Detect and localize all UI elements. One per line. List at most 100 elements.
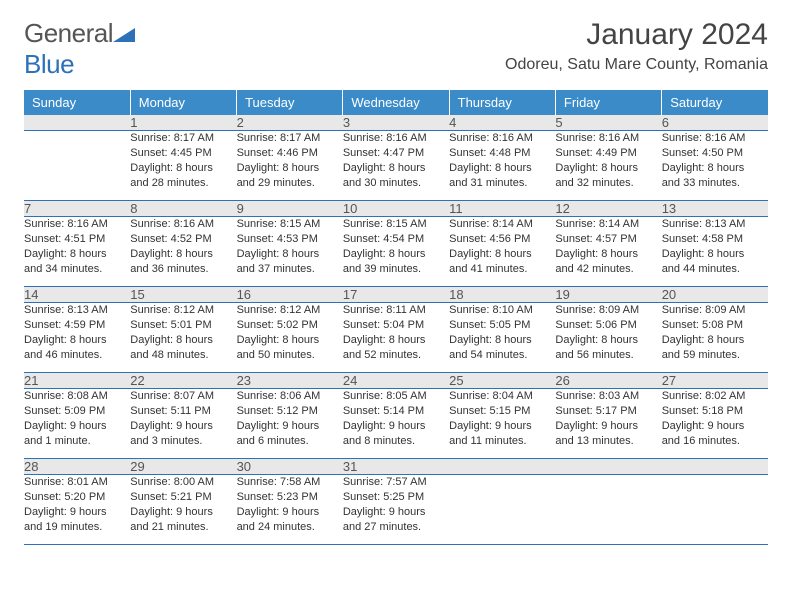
logo-text: General Blue	[24, 18, 135, 80]
day-daylight2: and 33 minutes.	[662, 176, 768, 191]
day-daylight1: Daylight: 8 hours	[662, 247, 768, 262]
day-sunrise: Sunrise: 8:16 AM	[662, 131, 768, 146]
day-number: 20	[662, 287, 768, 303]
day-number: 29	[130, 459, 236, 475]
day-cell: Sunrise: 8:14 AMSunset: 4:57 PMDaylight:…	[555, 217, 661, 287]
day-cell: Sunrise: 8:13 AMSunset: 4:59 PMDaylight:…	[24, 303, 130, 373]
day-number: 1	[130, 115, 236, 131]
day-sunrise: Sunrise: 8:00 AM	[130, 475, 236, 490]
day-cell: Sunrise: 8:16 AMSunset: 4:47 PMDaylight:…	[343, 131, 449, 201]
day-number: 19	[555, 287, 661, 303]
day-number: 8	[130, 201, 236, 217]
day-daylight1: Daylight: 9 hours	[449, 419, 555, 434]
day-sunset: Sunset: 5:20 PM	[24, 490, 130, 505]
day-daylight2: and 52 minutes.	[343, 348, 449, 363]
day-daylight2: and 50 minutes.	[237, 348, 343, 363]
header: General Blue January 2024 Odoreu, Satu M…	[24, 18, 768, 80]
title-block: January 2024 Odoreu, Satu Mare County, R…	[505, 18, 768, 74]
day-number: 30	[237, 459, 343, 475]
logo-text-b: Blue	[24, 49, 74, 79]
day-daylight2: and 24 minutes.	[237, 520, 343, 535]
day-daylight1: Daylight: 8 hours	[237, 247, 343, 262]
day-sunset: Sunset: 4:59 PM	[24, 318, 130, 333]
day-number	[449, 459, 555, 475]
day-daylight2: and 31 minutes.	[449, 176, 555, 191]
day-content-row: Sunrise: 8:01 AMSunset: 5:20 PMDaylight:…	[24, 475, 768, 545]
day-daylight1: Daylight: 8 hours	[662, 333, 768, 348]
day-cell: Sunrise: 8:12 AMSunset: 5:01 PMDaylight:…	[130, 303, 236, 373]
day-number: 15	[130, 287, 236, 303]
day-sunset: Sunset: 5:17 PM	[555, 404, 661, 419]
day-cell: Sunrise: 8:05 AMSunset: 5:14 PMDaylight:…	[343, 389, 449, 459]
day-cell: Sunrise: 7:58 AMSunset: 5:23 PMDaylight:…	[237, 475, 343, 545]
day-number: 6	[662, 115, 768, 131]
day-daylight1: Daylight: 9 hours	[130, 505, 236, 520]
day-daylight2: and 30 minutes.	[343, 176, 449, 191]
day-sunset: Sunset: 4:46 PM	[237, 146, 343, 161]
weekday-header: Thursday	[449, 90, 555, 115]
day-daylight1: Daylight: 9 hours	[237, 505, 343, 520]
day-cell: Sunrise: 8:17 AMSunset: 4:45 PMDaylight:…	[130, 131, 236, 201]
day-sunset: Sunset: 4:52 PM	[130, 232, 236, 247]
day-daylight2: and 32 minutes.	[555, 176, 661, 191]
page-title: January 2024	[505, 18, 768, 52]
day-sunset: Sunset: 5:25 PM	[343, 490, 449, 505]
day-cell: Sunrise: 8:07 AMSunset: 5:11 PMDaylight:…	[130, 389, 236, 459]
day-content-row: Sunrise: 8:08 AMSunset: 5:09 PMDaylight:…	[24, 389, 768, 459]
day-sunset: Sunset: 5:08 PM	[662, 318, 768, 333]
day-daylight2: and 37 minutes.	[237, 262, 343, 277]
day-sunrise: Sunrise: 8:16 AM	[449, 131, 555, 146]
day-daylight1: Daylight: 9 hours	[24, 505, 130, 520]
day-daylight1: Daylight: 8 hours	[449, 247, 555, 262]
day-sunrise: Sunrise: 8:02 AM	[662, 389, 768, 404]
day-sunrise: Sunrise: 8:09 AM	[662, 303, 768, 318]
day-number-row: 21222324252627	[24, 373, 768, 389]
day-number: 23	[237, 373, 343, 389]
day-sunset: Sunset: 4:57 PM	[555, 232, 661, 247]
day-cell: Sunrise: 8:15 AMSunset: 4:53 PMDaylight:…	[237, 217, 343, 287]
day-sunset: Sunset: 4:51 PM	[24, 232, 130, 247]
day-number: 4	[449, 115, 555, 131]
day-cell: Sunrise: 8:01 AMSunset: 5:20 PMDaylight:…	[24, 475, 130, 545]
day-sunrise: Sunrise: 8:04 AM	[449, 389, 555, 404]
day-daylight2: and 21 minutes.	[130, 520, 236, 535]
day-sunrise: Sunrise: 8:17 AM	[237, 131, 343, 146]
day-daylight1: Daylight: 9 hours	[343, 505, 449, 520]
day-cell: Sunrise: 8:08 AMSunset: 5:09 PMDaylight:…	[24, 389, 130, 459]
day-daylight2: and 48 minutes.	[130, 348, 236, 363]
day-number: 13	[662, 201, 768, 217]
day-number-row: 78910111213	[24, 201, 768, 217]
day-daylight1: Daylight: 8 hours	[24, 247, 130, 262]
day-daylight2: and 34 minutes.	[24, 262, 130, 277]
day-daylight1: Daylight: 8 hours	[130, 161, 236, 176]
day-sunrise: Sunrise: 8:17 AM	[130, 131, 236, 146]
day-daylight2: and 19 minutes.	[24, 520, 130, 535]
day-daylight2: and 59 minutes.	[662, 348, 768, 363]
day-cell: Sunrise: 8:16 AMSunset: 4:48 PMDaylight:…	[449, 131, 555, 201]
day-number: 21	[24, 373, 130, 389]
weekday-header: Saturday	[662, 90, 768, 115]
day-number	[662, 459, 768, 475]
day-number: 11	[449, 201, 555, 217]
day-daylight2: and 36 minutes.	[130, 262, 236, 277]
day-sunrise: Sunrise: 8:05 AM	[343, 389, 449, 404]
day-cell: Sunrise: 8:14 AMSunset: 4:56 PMDaylight:…	[449, 217, 555, 287]
location: Odoreu, Satu Mare County, Romania	[505, 56, 768, 74]
day-daylight1: Daylight: 8 hours	[555, 247, 661, 262]
day-sunset: Sunset: 5:05 PM	[449, 318, 555, 333]
day-sunrise: Sunrise: 8:12 AM	[237, 303, 343, 318]
day-cell: Sunrise: 8:02 AMSunset: 5:18 PMDaylight:…	[662, 389, 768, 459]
day-daylight2: and 11 minutes.	[449, 434, 555, 449]
day-cell: Sunrise: 8:00 AMSunset: 5:21 PMDaylight:…	[130, 475, 236, 545]
day-sunset: Sunset: 5:15 PM	[449, 404, 555, 419]
day-daylight1: Daylight: 8 hours	[662, 161, 768, 176]
day-cell	[449, 475, 555, 545]
day-sunrise: Sunrise: 8:15 AM	[237, 217, 343, 232]
logo-text-a: General	[24, 18, 113, 48]
day-number	[555, 459, 661, 475]
day-daylight1: Daylight: 8 hours	[555, 161, 661, 176]
day-sunrise: Sunrise: 8:16 AM	[555, 131, 661, 146]
day-daylight2: and 6 minutes.	[237, 434, 343, 449]
day-daylight2: and 54 minutes.	[449, 348, 555, 363]
day-number: 31	[343, 459, 449, 475]
